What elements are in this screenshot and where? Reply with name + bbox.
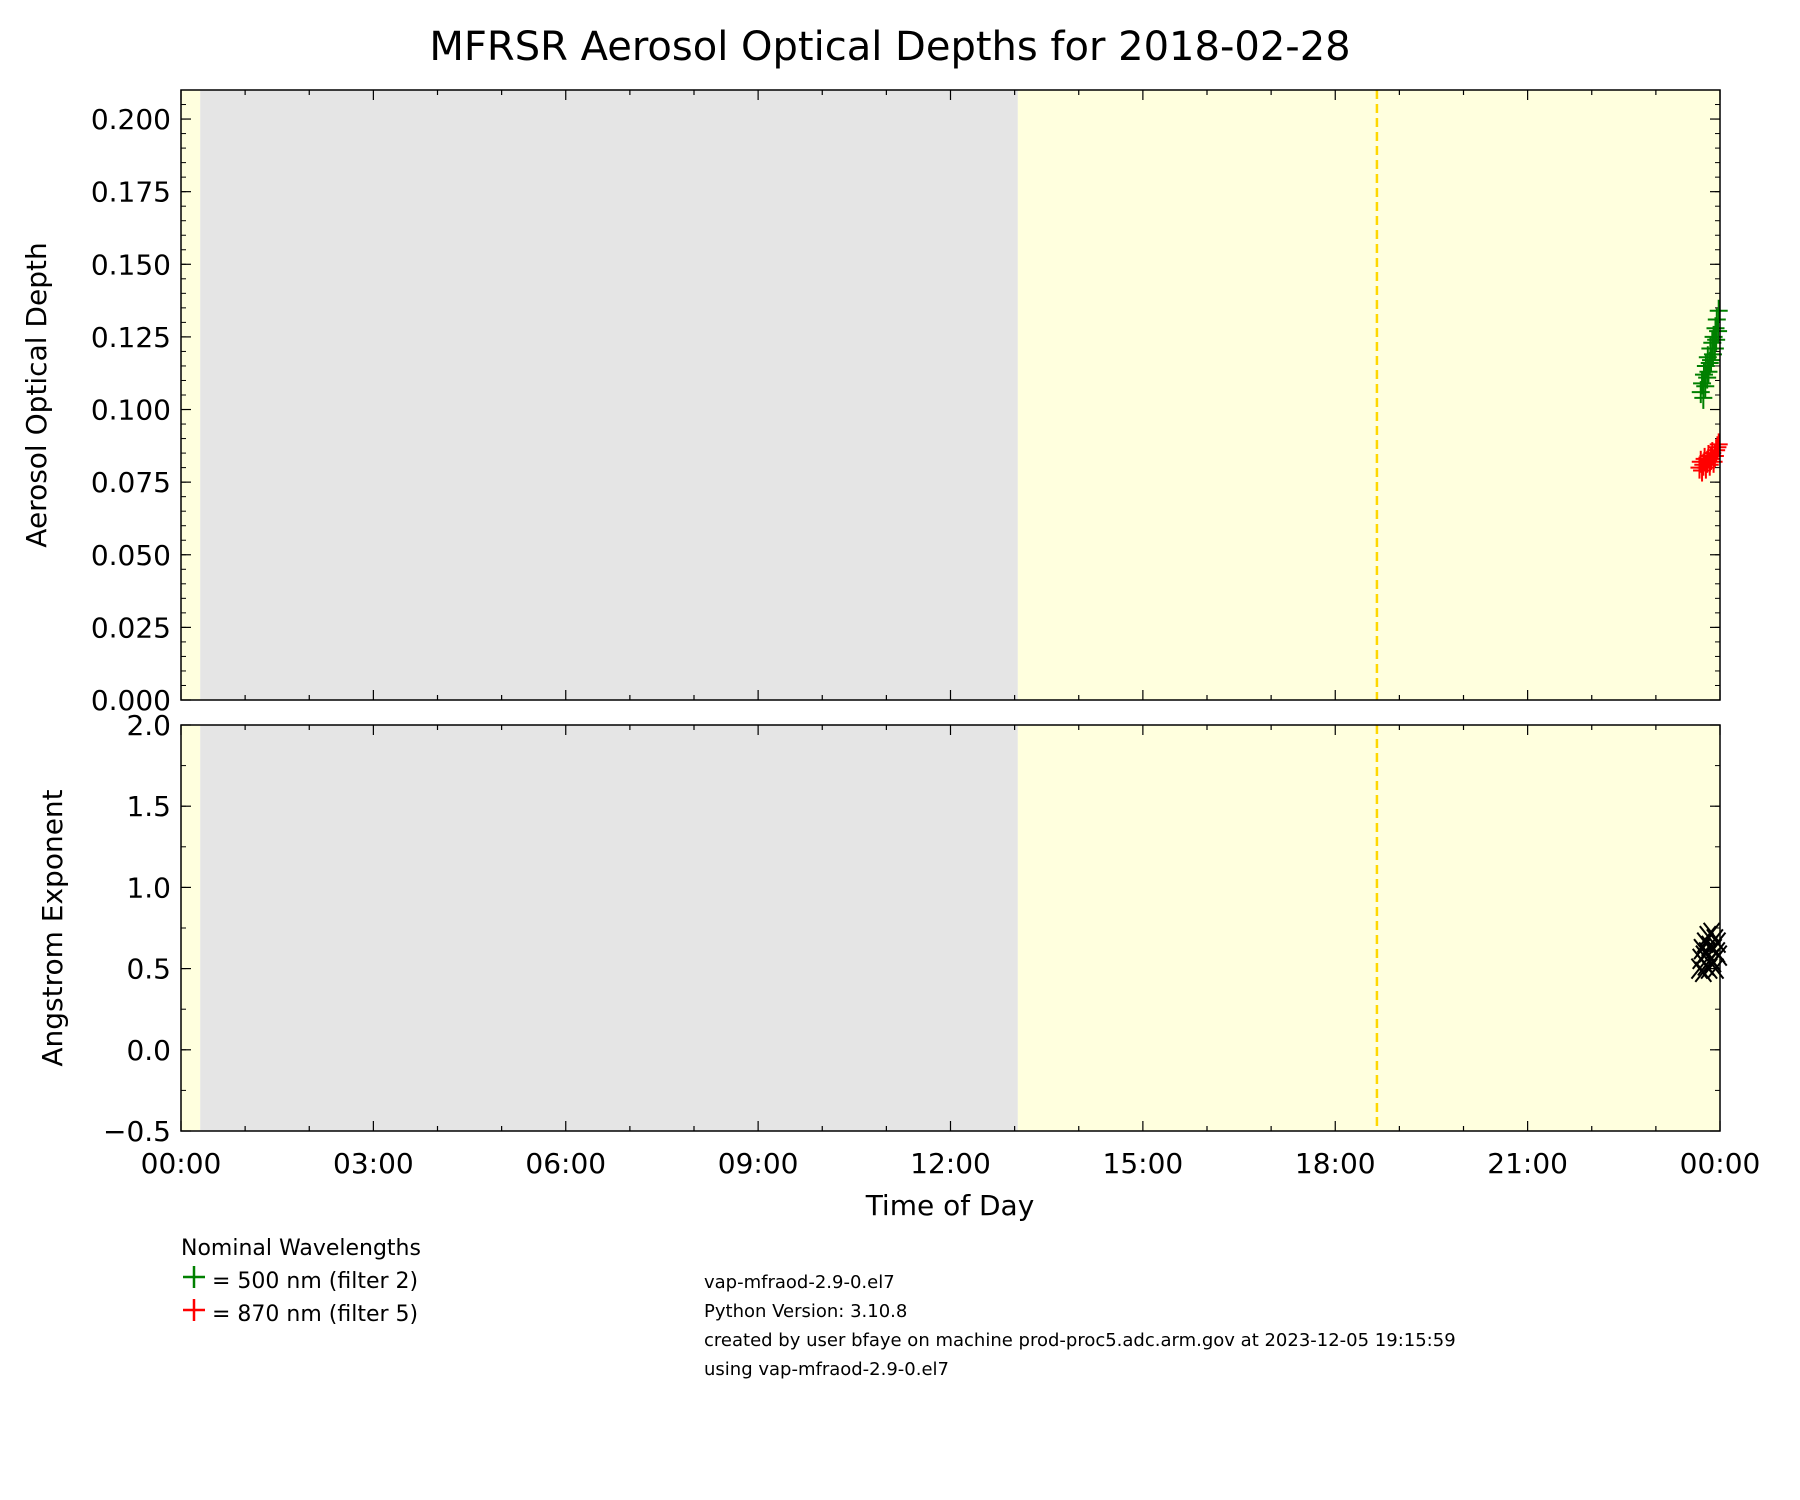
x-tick-label: 12:00 [910,1147,991,1180]
x-tick-label: 06:00 [525,1147,606,1180]
chart-title: MFRSR Aerosol Optical Depths for 2018-02… [429,24,1350,70]
angstrom-ticks [180,724,1721,1132]
aod-point-series-0 [1705,337,1724,360]
angstrom-panel: −0.5 0.0 0.5 1.0 1.5 2.0 00:00 03:00 06:00 09:00… [36,709,1760,1222]
background-region-1 [200,725,1018,1131]
angstrom-y-tick-labels: −0.5 0.0 0.5 1.0 1.5 2.0 [103,709,171,1148]
background-region-1 [200,90,1018,700]
x-tick-labels: 00:00 03:00 06:00 09:00 12:00 15:00 18:00 21:00… [141,1147,1761,1180]
legend-label-870nm: = 870 nm (filter 5) [212,1302,418,1327]
aod-background-regions [181,90,1720,700]
x-tick-label: 09:00 [718,1147,799,1180]
legend-title: Nominal Wavelengths [181,1236,421,1261]
aod-point-series-0 [1707,328,1726,351]
x-tick-label: 00:00 [1680,1147,1761,1180]
legend-item-500nm: = 500 nm (filter 2) [183,1266,418,1294]
y-tick-label: 0.5 [126,953,171,986]
info-line-2: Python Version: 3.10.8 [704,1301,907,1322]
angstrom-background-regions [181,725,1720,1131]
legend-symbol-red-plus [183,1299,205,1321]
background-region-0 [181,90,201,700]
y-tick-label: 0.175 [91,176,171,209]
y-tick-label: 0.100 [91,394,171,427]
x-axis-label: Time of Day [865,1189,1035,1222]
aod-y-axis-label: Aerosol Optical Depth [20,242,53,547]
y-tick-label: 0.050 [91,539,171,572]
y-tick-label: 0.125 [91,321,171,354]
aod-point-series-0 [1694,363,1713,386]
background-region-2 [1017,90,1720,700]
x-tick-label: 21:00 [1487,1147,1568,1180]
aod-point-series-0 [1709,320,1728,343]
aod-point-series-0 [1707,308,1726,331]
angstrom-y-axis-label: Angstrom Exponent [36,789,69,1066]
aod-point-series-0 [1709,299,1728,322]
angstrom-point [1709,944,1728,967]
processing-info: vap-mfraod-2.9-0.el7 Python Version: 3.1… [704,1272,1456,1380]
angstrom-axes-frame [180,724,1721,1132]
x-tick-label: 03:00 [333,1147,414,1180]
x-tick-label: 15:00 [1103,1147,1184,1180]
aod-point-series-1 [1709,433,1728,456]
aod-point-series-0 [1691,381,1710,404]
aod-point-series-0 [1698,366,1717,389]
legend-label-500nm: = 500 nm (filter 2) [212,1269,418,1294]
legend-symbol-green-plus [183,1266,205,1288]
info-line-4: using vap-mfraod-2.9-0.el7 [704,1359,949,1380]
aod-point-series-1 [1708,436,1727,459]
y-tick-label: 0.150 [91,248,171,281]
aod-point-series-1 [1707,439,1726,462]
aod-panel: 0.000 0.025 0.050 0.075 0.100 0.125 0.150 0.175… [20,89,1728,717]
y-tick-label: 0.0 [126,1034,171,1067]
y-tick-label: 0.000 [91,684,171,717]
aod-point-series-0 [1702,349,1721,372]
info-line-1: vap-mfraod-2.9-0.el7 [704,1272,895,1293]
aod-y-tick-labels: 0.000 0.025 0.050 0.075 0.100 0.125 0.150 0.175… [91,103,171,717]
legend: Nominal Wavelengths = 500 nm (filter 2) … [181,1236,421,1327]
y-tick-label: 2.0 [126,709,171,742]
aod-point-series-0 [1696,375,1715,398]
aod-points [1690,299,1728,482]
aod-point-series-0 [1694,386,1713,409]
y-tick-label: 0.025 [91,611,171,644]
aod-point-series-0 [1699,360,1718,383]
aod-point-series-1 [1705,445,1724,467]
info-line-3: created by user bfaye on machine prod-pr… [704,1330,1456,1351]
y-tick-label: 1.5 [126,790,171,823]
background-region-2 [1017,725,1720,1131]
x-tick-label: 18:00 [1295,1147,1376,1180]
legend-item-870nm: = 870 nm (filter 5) [183,1299,418,1327]
background-region-0 [181,725,201,1131]
y-tick-label: 0.075 [91,466,171,499]
aod-axes-frame [180,89,1721,701]
y-tick-label: −0.5 [103,1115,171,1148]
x-tick-label: 00:00 [141,1147,222,1180]
y-tick-label: 0.200 [91,103,171,136]
y-tick-label: 1.0 [126,871,171,904]
